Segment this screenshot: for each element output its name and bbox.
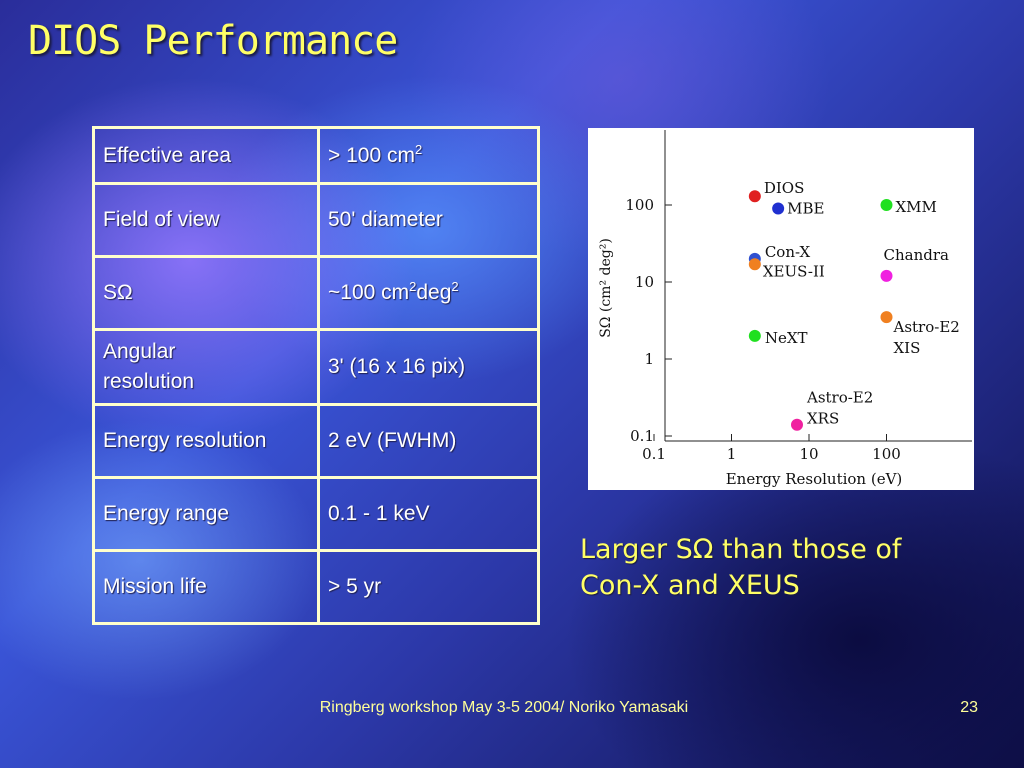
row-label: Effective area bbox=[92, 126, 320, 185]
row-label: Energy range bbox=[92, 476, 320, 552]
page-number: 23 bbox=[960, 699, 978, 716]
slide-title: DIOS Performance bbox=[28, 18, 398, 64]
point-label: Chandra bbox=[884, 246, 950, 264]
point-label: NeXT bbox=[765, 329, 808, 347]
y-axis-label: SΩ (cm² deg²) bbox=[598, 238, 614, 338]
point-label: Con-X bbox=[765, 243, 811, 261]
data-point bbox=[880, 269, 893, 282]
row-value: 0.1 - 1 keV bbox=[317, 476, 540, 552]
row-label: Field of view bbox=[92, 182, 320, 258]
table-row: Mission life > 5 yr bbox=[92, 549, 540, 625]
data-point bbox=[790, 418, 803, 431]
spec-table: Effective area > 100 cm2 Field of view 5… bbox=[92, 126, 540, 625]
y-tick-label: 1 bbox=[644, 350, 654, 368]
data-point bbox=[880, 199, 893, 211]
y-tick-label: 100 bbox=[625, 196, 654, 214]
row-label: Angular resolution bbox=[92, 328, 320, 406]
x-tick-label: 1 bbox=[727, 445, 737, 463]
scatter-plot: SΩ (cm² deg²) Energy Resolution (eV) 0.1… bbox=[588, 128, 974, 490]
y-tick-label: 0.1 bbox=[630, 427, 654, 445]
x-tick-label: 10 bbox=[799, 445, 818, 463]
row-label: SΩ bbox=[92, 255, 320, 331]
x-tick-label: 0.1 bbox=[642, 445, 666, 463]
data-point bbox=[748, 190, 761, 203]
y-tick-label: 10 bbox=[635, 273, 654, 291]
table-row: SΩ ~100 cm2deg2 bbox=[92, 255, 540, 331]
data-point bbox=[772, 202, 785, 215]
row-value: > 100 cm2 bbox=[317, 126, 540, 185]
table-row: Energy range 0.1 - 1 keV bbox=[92, 476, 540, 552]
row-value: ~100 cm2deg2 bbox=[317, 255, 540, 331]
point-label: Astro-E2 bbox=[806, 389, 873, 407]
x-tick-label: 100 bbox=[872, 445, 901, 463]
table-row: Energy resolution 2 eV (FWHM) bbox=[92, 403, 540, 479]
table-row: Effective area > 100 cm2 bbox=[92, 126, 540, 185]
point-label: XEUS-II bbox=[763, 262, 825, 280]
point-label: DIOS bbox=[764, 179, 805, 197]
point-label: MBE bbox=[787, 200, 824, 218]
data-point bbox=[748, 258, 761, 271]
point-label: Astro-E2 bbox=[893, 318, 960, 336]
row-value: > 5 yr bbox=[317, 549, 540, 625]
caption-line: Larger SΩ than those of bbox=[580, 534, 902, 565]
caption: Larger SΩ than those of Con-X and XEUS bbox=[580, 532, 1000, 604]
row-value: 50' diameter bbox=[317, 182, 540, 258]
caption-line: Con-X and XEUS bbox=[580, 570, 800, 601]
table-row: Angular resolution 3' (16 x 16 pix) bbox=[92, 328, 540, 406]
footer-text: Ringberg workshop May 3-5 2004/ Noriko Y… bbox=[319, 699, 689, 716]
point-label: XIS bbox=[894, 339, 921, 357]
point-label: XMM bbox=[896, 198, 937, 216]
table-row: Field of view 50' diameter bbox=[92, 182, 540, 258]
data-point bbox=[880, 311, 893, 324]
row-value: 2 eV (FWHM) bbox=[317, 403, 540, 479]
point-label: XRS bbox=[807, 410, 839, 428]
row-label: Energy resolution bbox=[92, 403, 320, 479]
row-value: 3' (16 x 16 pix) bbox=[317, 328, 540, 406]
data-point bbox=[748, 329, 761, 342]
chart-svg: SΩ (cm² deg²) Energy Resolution (eV) 0.1… bbox=[598, 130, 972, 488]
x-axis-label: Energy Resolution (eV) bbox=[726, 470, 903, 488]
row-label: Mission life bbox=[92, 549, 320, 625]
